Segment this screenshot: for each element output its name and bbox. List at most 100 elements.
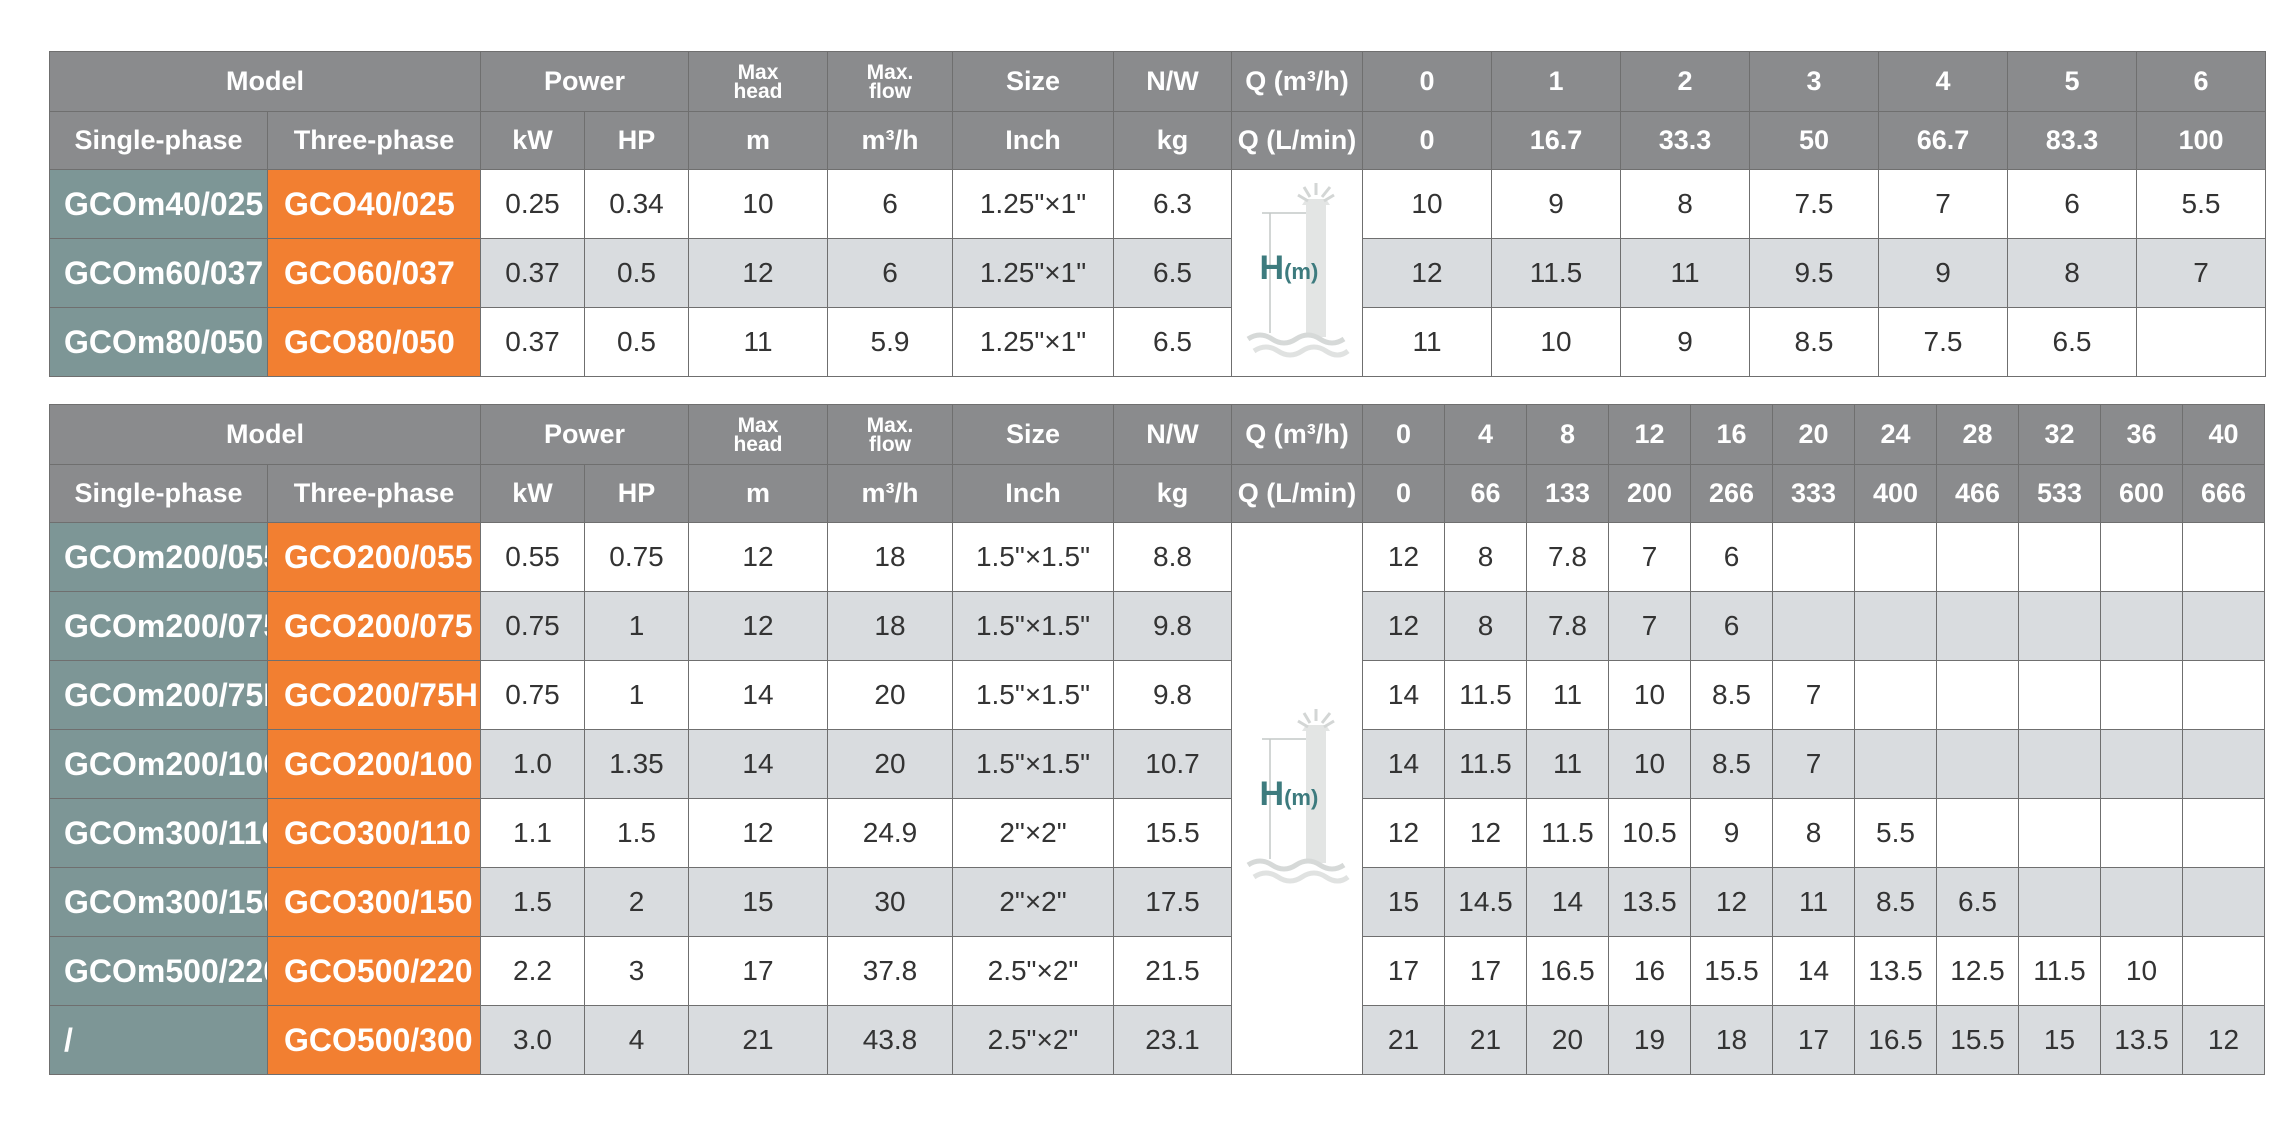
head-value: 12 <box>1362 522 1445 592</box>
max-head: 14 <box>688 660 828 730</box>
head-value: 10 <box>1491 307 1621 377</box>
single-phase-model: / <box>49 1005 268 1075</box>
head-value: 10 <box>2100 936 2183 1006</box>
head-symbol-letter: H <box>1259 774 1285 813</box>
max-head-header: Max head <box>688 51 828 112</box>
max-flow-header: Max. flow <box>827 51 953 112</box>
net-weight: 6.3 <box>1113 169 1232 239</box>
head-value <box>2100 522 2183 592</box>
head-value: 12 <box>1690 867 1773 937</box>
head-value: 10 <box>1608 729 1691 799</box>
three-phase-model: GCO200/75H <box>267 660 481 730</box>
three-phase-model: GCO200/100 <box>267 729 481 799</box>
q-m3h-header: Q (m³/h) <box>1231 404 1363 465</box>
single-phase-model: GCOm200/100 <box>49 729 268 799</box>
head-value: 17 <box>1772 1005 1855 1075</box>
max-flow: 5.9 <box>827 307 953 377</box>
head-value <box>2100 729 2183 799</box>
head-value <box>1772 591 1855 661</box>
single-phase-model: GCOm80/050 <box>49 307 268 377</box>
table-row: GCOm60/037 GCO60/037 0.37 0.5 12 6 1.25"×1" 6.5… <box>49 238 2266 308</box>
q-m3h-value: 32 <box>2018 404 2101 465</box>
q-m3h-value: 8 <box>1526 404 1609 465</box>
head-value: 10 <box>1362 169 1492 239</box>
head-value <box>2100 660 2183 730</box>
three-phase-model: GCO80/050 <box>267 307 481 377</box>
q-lmin-value: 400 <box>1854 464 1937 523</box>
pipe-size: 1.25"×1" <box>952 307 1114 377</box>
head-value: 21 <box>1362 1005 1445 1075</box>
q-m3h-value: 4 <box>1878 51 2008 112</box>
head-symbol-letter: H <box>1259 249 1285 287</box>
three-phase-header: Three-phase <box>267 464 481 523</box>
max-head: 17 <box>688 936 828 1006</box>
head-value: 16 <box>1608 936 1691 1006</box>
head-value: 6 <box>1690 591 1773 661</box>
head-value: 8 <box>1620 169 1750 239</box>
header-row-2: Single-phase Three-phase kW HP m m³/h Inch kg Q … <box>49 464 2265 523</box>
power-kw: 2.2 <box>480 936 585 1006</box>
table-row: GCOm300/110 GCO300/110 1.1 1.5 12 24.9 2"×2" 15… <box>49 798 2265 868</box>
power-hp: 1 <box>584 591 689 661</box>
performance-table-small: Model Power Max head Max. flow Size N/W Q (m³/h)… <box>49 51 2266 377</box>
net-weight: 21.5 <box>1113 936 1232 1006</box>
net-weight: 17.5 <box>1113 867 1232 937</box>
head-value: 7 <box>1608 591 1691 661</box>
power-hp: 1.5 <box>584 798 689 868</box>
head-symbol-unit: (m) <box>1284 259 1319 284</box>
head-value: 11 <box>1772 867 1855 937</box>
three-phase-model: GCO60/037 <box>267 238 481 308</box>
head-value: 15.5 <box>1690 936 1773 1006</box>
head-value <box>1936 522 2019 592</box>
q-lmin-value: 33.3 <box>1620 111 1750 170</box>
head-value <box>2100 867 2183 937</box>
max-head: 12 <box>688 238 828 308</box>
head-unit-header: m <box>688 111 828 170</box>
pipe-size: 2"×2" <box>952 798 1114 868</box>
single-phase-model: GCOm200/75H <box>49 660 268 730</box>
q-m3h-value: 1 <box>1491 51 1621 112</box>
three-phase-model: GCO500/300 <box>267 1005 481 1075</box>
q-m3h-value: 5 <box>2007 51 2137 112</box>
head-value <box>2018 522 2101 592</box>
header-row-1: Model Power Max head Max. flow Size N/W Q (m³/h)… <box>49 51 2266 112</box>
kw-header: kW <box>480 464 585 523</box>
max-flow: 24.9 <box>827 798 953 868</box>
power-kw: 3.0 <box>480 1005 585 1075</box>
head-unit-header: m <box>688 464 828 523</box>
max-head: 12 <box>688 798 828 868</box>
head-value: 8 <box>1772 798 1855 868</box>
power-hp: 0.34 <box>584 169 689 239</box>
size-header: Size <box>952 404 1114 465</box>
max-head-header-line-1: Max <box>737 413 779 437</box>
head-value: 14 <box>1772 936 1855 1006</box>
pipe-size: 2"×2" <box>952 867 1114 937</box>
q-m3h-value: 3 <box>1749 51 1879 112</box>
head-value <box>1772 522 1855 592</box>
max-head: 12 <box>688 591 828 661</box>
head-value <box>2182 798 2265 868</box>
head-value <box>2100 798 2183 868</box>
size-header: Size <box>952 51 1114 112</box>
max-flow: 37.8 <box>827 936 953 1006</box>
head-value: 11.5 <box>1491 238 1621 308</box>
table-row: GCOm200/100 GCO200/100 1.0 1.35 14 20 1.5"×1.5… <box>49 729 2265 799</box>
q-lmin-value: 83.3 <box>2007 111 2137 170</box>
max-head: 11 <box>688 307 828 377</box>
head-value: 7 <box>1608 522 1691 592</box>
pipe-size: 1.25"×1" <box>952 238 1114 308</box>
q-lmin-value: 333 <box>1772 464 1855 523</box>
table-row: / GCO500/300 3.0 4 21 43.8 2.5"×2" 23.1 21 21 20 19… <box>49 1005 2265 1075</box>
hp-header: HP <box>584 464 689 523</box>
kw-header: kW <box>480 111 585 170</box>
head-value: 11 <box>1620 238 1750 308</box>
head-value: 15 <box>1362 867 1445 937</box>
head-value: 6 <box>1690 522 1773 592</box>
q-m3h-value: 0 <box>1362 51 1492 112</box>
head-value: 11.5 <box>1444 660 1527 730</box>
head-value <box>1854 522 1937 592</box>
head-value: 8.5 <box>1749 307 1879 377</box>
head-value: 15 <box>2018 1005 2101 1075</box>
power-hp: 3 <box>584 936 689 1006</box>
head-value: 11 <box>1526 660 1609 730</box>
